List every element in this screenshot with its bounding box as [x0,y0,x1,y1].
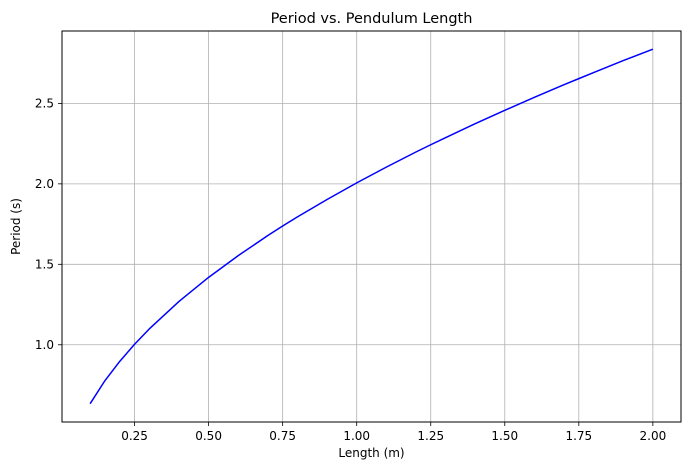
y-tick-label: 1.0 [35,338,54,352]
x-tick-label: 0.50 [195,429,222,443]
x-tick-label: 1.25 [417,429,444,443]
y-tick-label: 1.5 [35,257,54,271]
series-layer [89,48,654,405]
x-tick-label: 2.00 [640,429,667,443]
chart-title: Period vs. Pendulum Length [271,11,473,27]
x-tick-label: 0.75 [269,429,296,443]
y-axis-label: Period (s) [9,198,23,255]
x-tick-label: 1.00 [343,429,370,443]
series-line [89,48,654,405]
grid [62,31,681,422]
x-tick-label: 1.75 [565,429,592,443]
x-axis-label: Length (m) [338,446,404,460]
y-tick-label: 2.0 [35,177,54,191]
x-tick-label: 0.25 [121,429,148,443]
ticks: 0.25 0.50 0.75 1.00 1.25 1.50 1.75 2.00 1.0 1.5 2.… [35,96,666,443]
x-tick-label: 1.50 [491,429,518,443]
y-tick-label: 2.5 [35,96,54,110]
plot-frame [61,30,682,423]
